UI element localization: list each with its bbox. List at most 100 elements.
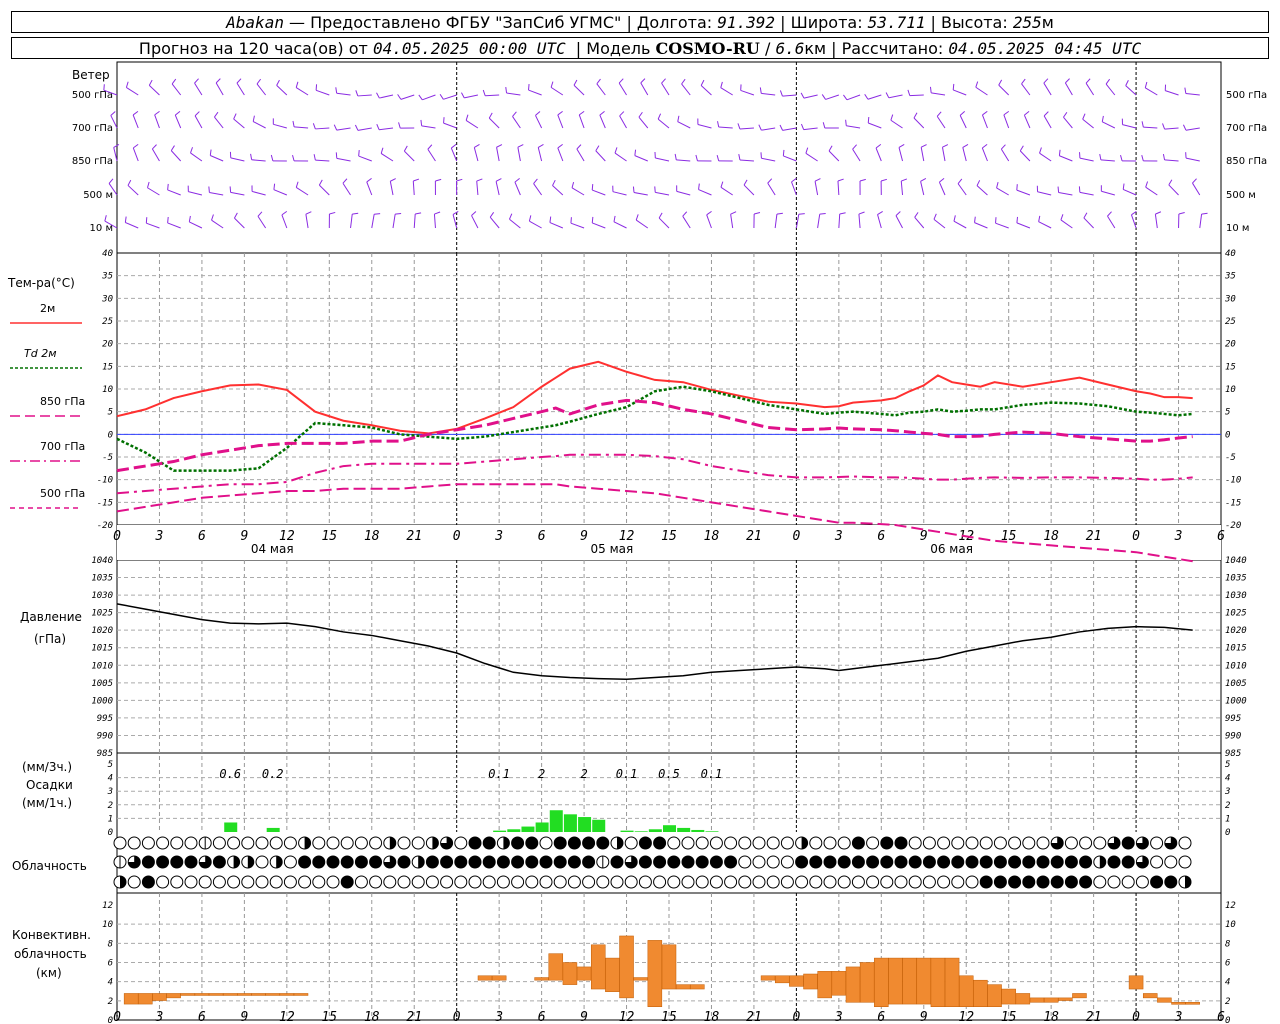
pres-tick-right: 1035 [1225,574,1247,584]
wind-barb [1164,159,1179,162]
wind-barb [528,89,542,96]
conv-tick-left: 6 [108,959,113,969]
cloud-circle [539,836,553,850]
wind-barb-feather [901,178,908,182]
cloud-fill [341,876,354,888]
wind-barb-feather [550,81,554,88]
wind-barb-feather [814,178,821,182]
wind-barb [698,189,712,196]
precip-annotation: 0.1 [616,767,638,781]
wind-barb-feather [435,178,442,182]
sep: | [621,12,637,32]
wind-barb-feather [1057,186,1060,193]
hour-label-bottom: 6 [198,1010,206,1024]
conv-tick-left: 0 [108,1016,113,1024]
wind-barb [867,94,882,100]
cloud-fill [298,856,311,868]
conv-bar [491,975,507,981]
cloud-fill [369,856,382,868]
wind-barb-feather [1082,113,1086,120]
cloud-fill [568,856,581,868]
cloud-fill [667,856,680,868]
precip-bar [677,827,691,832]
wind-barb [1105,83,1116,96]
wind-barb [761,92,776,96]
wind-barb-feather [505,86,508,94]
precip-bar [592,819,606,832]
cloud-circle [567,875,581,889]
wind-barb [1038,221,1052,229]
wind-barb-feather [318,179,323,186]
cloud-circle [113,836,127,850]
wind-barb-feather [759,87,762,94]
conv-bar [944,957,960,1007]
wind-barb-feather [167,216,169,224]
wind-barb [552,185,564,196]
wind-barb-feather [805,147,809,154]
prec-tick-left: 0 [108,828,113,838]
wind-barb [214,116,224,129]
wind-barb [914,217,925,229]
cloud-fill [1164,876,1177,888]
wind-barb-feather [273,183,276,190]
wind-barb [619,115,627,129]
wind-barb [837,180,840,196]
cloud-fill [1164,837,1177,849]
cloud-circle [411,875,425,889]
cloud-circle [937,836,951,850]
precip-annotation: 0.1 [701,767,723,781]
precip-annotation: 2 [580,767,587,781]
cloud-circle [624,836,638,850]
wind-barb-feather [292,155,295,162]
pres-tick-left: 1025 [91,609,113,619]
legend-label: Td 2м [24,347,57,360]
temp-series-4 [116,483,1193,563]
pres-tick-right: 1030 [1225,591,1247,601]
wind-barb-feather [333,124,338,131]
wind-barb-feather [640,78,646,84]
wind-barb [1039,152,1052,162]
wind-barb-feather [1065,78,1070,84]
cloud-fill [1122,837,1135,849]
wind-barb-feather [779,90,783,97]
cloud-fill [1022,876,1035,888]
wind-barb [1102,121,1116,129]
conv-bar [222,993,238,996]
wind-barb-feather [465,114,469,121]
wind-barb-feather [700,79,705,86]
wind-barb-feather [236,78,242,84]
wind-barb [471,215,479,229]
wind-barb [782,127,797,131]
cloud-fill [1065,876,1078,888]
cloud-fill [525,837,538,849]
wind-level-left: 10 м [90,223,113,234]
hour-label: 21 [406,529,422,544]
wind-barb-feather [837,178,844,182]
wind-barb-feather [1099,153,1102,161]
hour-label-bottom: 3 [494,1010,503,1024]
prec-tick-left: 2 [108,801,113,811]
wind-barb-feather [110,111,116,116]
cloud-circle [837,875,851,889]
cloud-circle [184,875,198,889]
temp-tick-right: 30 [1224,294,1236,304]
wind-barb [188,191,203,196]
wind-barb [305,214,309,229]
conv-bar [279,993,295,996]
wind-barb-feather [420,119,423,126]
cloud-fill [582,837,595,849]
wind-barb-feather [250,153,253,160]
cloud-fill [1122,856,1135,868]
hour-label-bottom: 0 [113,1010,121,1024]
wind-barb [127,185,139,196]
wind-barb-feather [1019,145,1024,152]
wind-barb [319,184,330,196]
wind-barb [803,94,818,99]
cloud-circle [425,875,439,889]
wind-barb-feather [1105,78,1111,85]
cloud-circle [468,875,482,889]
sep: | [826,38,842,58]
wind-barb [941,147,946,162]
wind-barb [633,192,648,196]
conv-bar [180,993,196,996]
